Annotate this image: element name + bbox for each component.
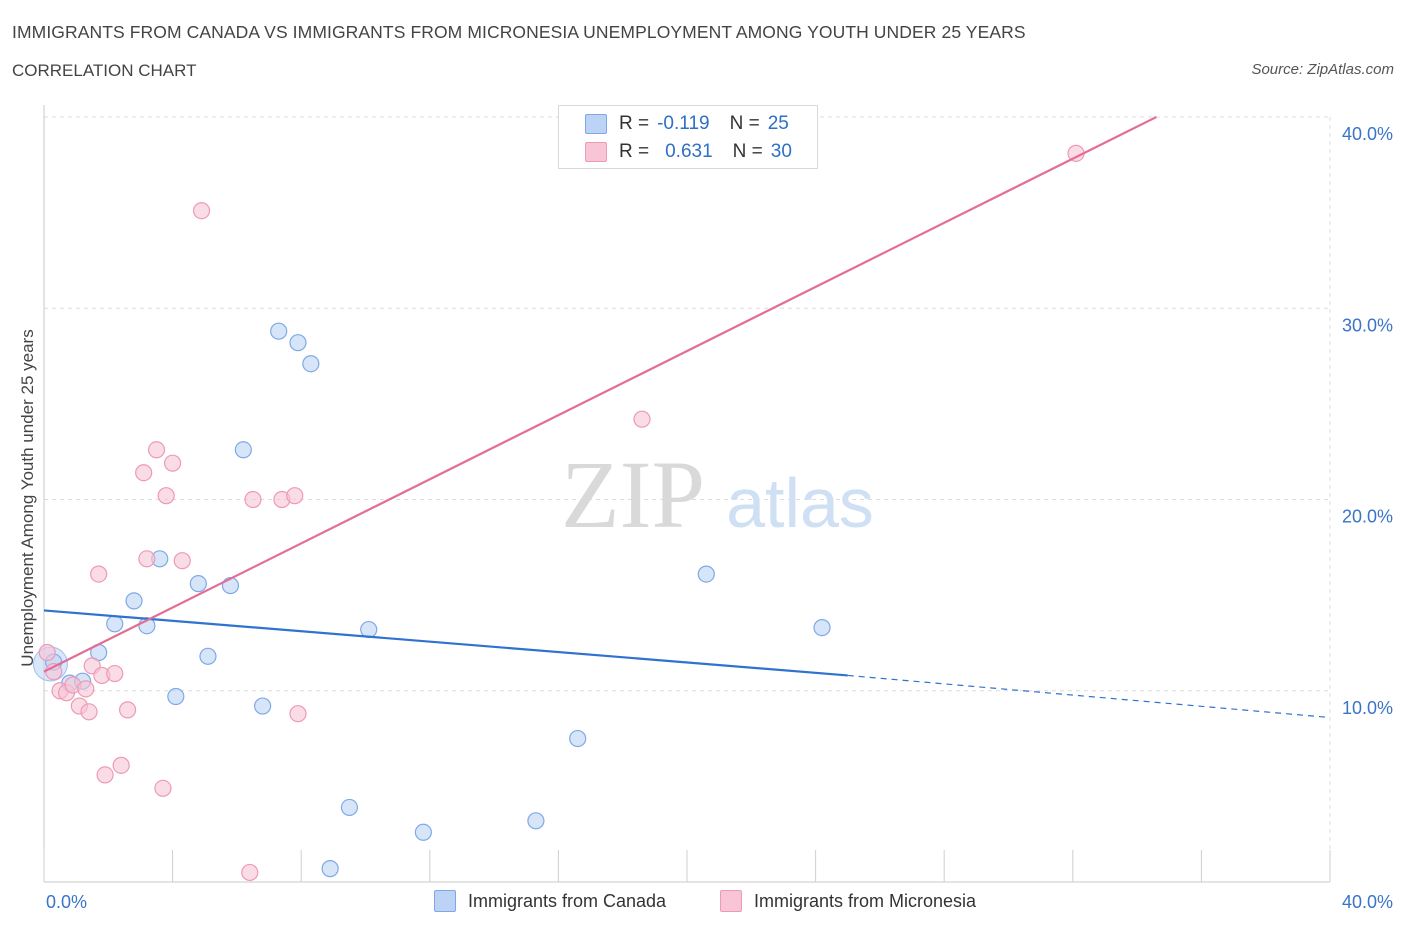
point-canada (167, 687, 185, 706)
canada-swatch (585, 114, 607, 134)
x-tick-label: 0.0% (46, 892, 87, 912)
point-micronesia (90, 565, 108, 583)
y-tick-label: 20.0% (1342, 507, 1393, 527)
point-micronesia (244, 490, 262, 509)
point-micronesia (147, 441, 166, 459)
point-canada (106, 615, 124, 633)
point-canada (527, 812, 545, 830)
point-micronesia (80, 703, 98, 721)
bottom-legend-micronesia: Immigrants from Micronesia (720, 890, 976, 912)
point-canada (234, 441, 252, 459)
y-tick-label: 40.0% (1342, 124, 1393, 144)
point-micronesia (154, 779, 172, 797)
bottom-legend-canada: Immigrants from Canada (434, 890, 666, 912)
watermark-atlas: atlas (726, 464, 874, 542)
point-micronesia (77, 680, 95, 698)
legend-n-value: 25 (767, 113, 789, 134)
legend-label-micronesia: Immigrants from Micronesia (754, 890, 977, 911)
point-canada (302, 355, 320, 373)
point-micronesia (38, 643, 56, 662)
chart-subtitle: CORRELATION CHART (12, 61, 197, 80)
point-micronesia (135, 464, 153, 482)
legend-r-value: -0.119 (657, 113, 710, 134)
point-micronesia (241, 863, 259, 882)
point-micronesia (173, 552, 191, 570)
source-label: Source: ZipAtlas.com (1251, 61, 1394, 78)
point-canada (125, 592, 143, 610)
legend-r-label: R = (619, 141, 650, 162)
legend-r-label: R = (619, 113, 650, 134)
point-micronesia (286, 487, 304, 505)
point-canada (321, 860, 339, 878)
micronesia-swatch (585, 142, 607, 162)
point-micronesia (157, 487, 175, 505)
point-micronesia (164, 454, 182, 472)
legend-r-value: 0.631 (665, 141, 713, 162)
point-canada (270, 322, 288, 340)
point-micronesia (106, 664, 124, 683)
point-micronesia (138, 550, 156, 568)
point-canada (254, 697, 272, 715)
trendline-canada (43, 609, 848, 677)
point-canada (221, 576, 240, 595)
point-micronesia (118, 701, 137, 719)
trendline-canada-extension (847, 674, 1331, 719)
legend-n-label: N = (729, 113, 760, 134)
y-tick-label: 10.0% (1342, 698, 1393, 718)
legend-row-micronesia: R = 0.631 N = 30 (585, 140, 792, 164)
legend-row-canada: R = -0.119 N = 25 (585, 112, 789, 136)
point-canada (340, 798, 359, 817)
x-tick-label: 40.0% (1342, 892, 1393, 912)
legend-label-canada: Immigrants from Canada (468, 890, 667, 911)
chart-title: IMMIGRANTS FROM CANADA VS IMMIGRANTS FRO… (12, 22, 1026, 42)
point-canada (199, 647, 217, 665)
point-canada (189, 575, 207, 593)
correlation-legend: R = -0.119 N = 25 R = 0.631 N = 30 (558, 105, 818, 169)
point-canada (289, 334, 307, 352)
point-micronesia (289, 705, 307, 723)
point-canada (569, 729, 587, 748)
trendline-micronesia (43, 116, 1157, 673)
point-micronesia (96, 766, 114, 784)
watermark-zip: ZIP (561, 441, 705, 548)
point-micronesia (192, 202, 211, 220)
point-micronesia (633, 410, 651, 428)
point-canada (414, 823, 432, 841)
point-canada (697, 565, 715, 583)
point-canada (813, 619, 831, 637)
point-micronesia (112, 756, 130, 774)
legend-n-value: 30 (770, 141, 792, 162)
canada-swatch (434, 890, 456, 912)
legend-n-label: N = (732, 141, 763, 162)
micronesia-swatch (720, 890, 742, 912)
y-tick-label: 30.0% (1342, 315, 1393, 335)
